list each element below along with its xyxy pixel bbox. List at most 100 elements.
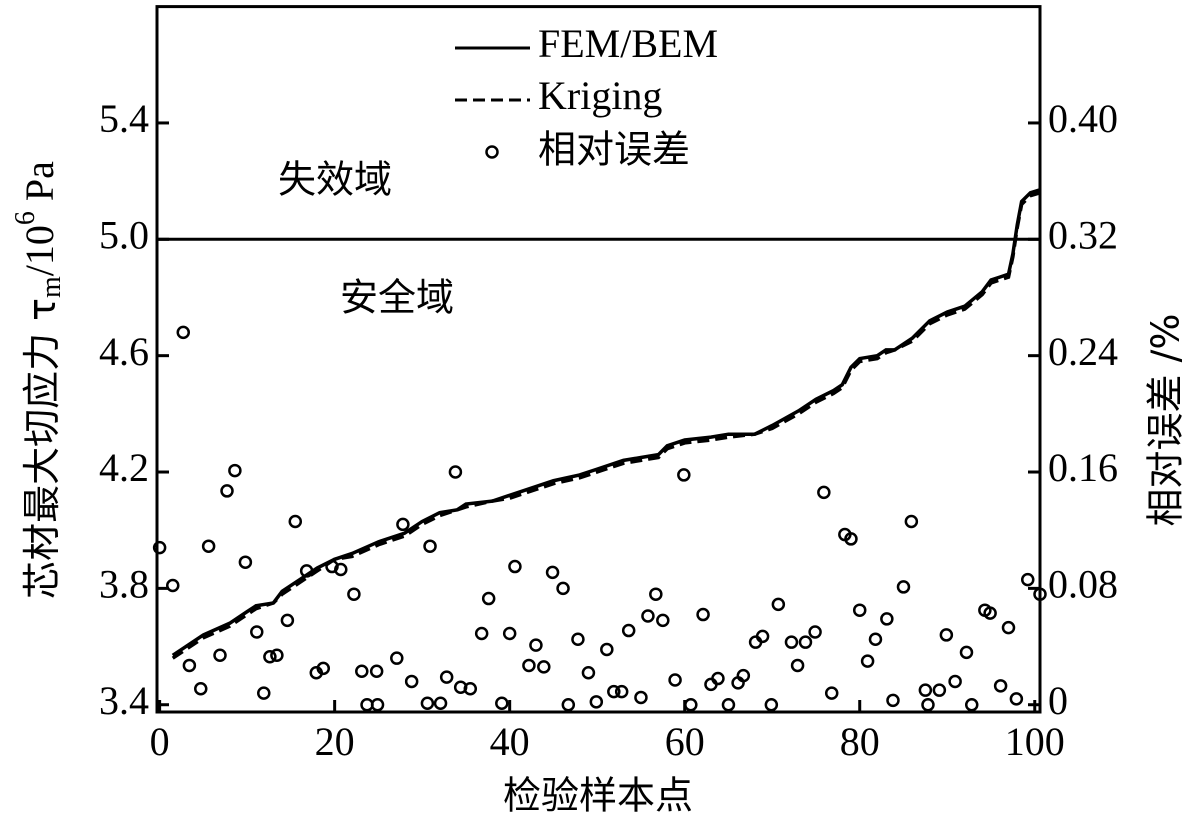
- y-tick-label: 3.4: [99, 678, 149, 723]
- scatter-point: [634, 690, 648, 705]
- scatter-point: [396, 517, 410, 532]
- scatter-point: [288, 514, 303, 529]
- x-tick-label: 60: [665, 719, 705, 764]
- scatter-point: [656, 613, 670, 628]
- scatter-point: [502, 626, 517, 641]
- scatter-point: [257, 686, 271, 700]
- scatter-point: [529, 638, 543, 652]
- scatter-point: [463, 681, 478, 696]
- scatter-point: [220, 484, 234, 498]
- scatter-point: [764, 697, 779, 712]
- y2-tick-label: 0.16: [1048, 445, 1118, 490]
- x-tick-label: 80: [840, 719, 880, 764]
- scatter-point: [433, 696, 448, 711]
- scatter-point: [1009, 692, 1024, 706]
- x-tick-label: 40: [490, 719, 530, 764]
- series-line: [171, 191, 1041, 660]
- scatter-point: [581, 665, 596, 680]
- scatter-point: [270, 648, 284, 663]
- scatter-point: [948, 674, 962, 689]
- scatter-point: [152, 540, 167, 555]
- y2-axis-label: 相对误差 /%: [1144, 314, 1188, 527]
- scatter-point: [439, 670, 454, 684]
- scatter-point: [614, 684, 629, 699]
- scatter-point: [545, 565, 560, 580]
- scatter-point: [316, 661, 331, 676]
- scatter-point: [589, 695, 604, 709]
- y-axis-label-part: 芯材最大切应力 τ: [20, 298, 64, 599]
- scatter-point: [736, 668, 751, 683]
- scatter-point: [918, 683, 933, 697]
- scatter-point: [824, 686, 839, 700]
- scatter-point: [369, 664, 384, 679]
- legend-marker: [485, 145, 499, 159]
- x-tick-label: 20: [315, 719, 355, 764]
- y-axis-label-part: 6: [10, 211, 41, 225]
- scatter-point: [280, 613, 295, 628]
- scatter-point: [852, 603, 867, 617]
- scatter-point: [790, 658, 805, 673]
- scatter-point: [571, 632, 585, 647]
- scatter-point: [404, 674, 419, 689]
- scatter-point: [868, 632, 883, 647]
- scatter-point: [755, 629, 770, 644]
- scatter-point: [880, 612, 894, 626]
- scatter-point: [495, 696, 509, 711]
- scatter-point: [561, 697, 576, 712]
- legend-label: Kriging: [538, 73, 662, 118]
- scatter-point: [817, 485, 831, 500]
- y-tick-label: 4.6: [99, 329, 149, 374]
- y-tick-label: 3.8: [99, 562, 149, 607]
- scatter-point: [784, 635, 799, 649]
- annotation: 失效域: [278, 158, 392, 202]
- scatter-point: [213, 648, 227, 663]
- scatter-point: [844, 532, 858, 546]
- scatter-point: [448, 465, 463, 479]
- scatter-point: [896, 580, 911, 594]
- y2-tick-label: 0.24: [1048, 329, 1118, 374]
- scatter-point: [355, 664, 369, 679]
- y-tick-label: 5.0: [99, 212, 149, 257]
- scatter-point: [228, 463, 242, 478]
- x-tick-label: 0: [150, 719, 170, 764]
- scatter-point: [1001, 620, 1016, 635]
- scatter-point: [166, 578, 180, 593]
- scatter-point: [390, 651, 404, 665]
- scatter-point: [959, 645, 974, 660]
- plot-frame: [155, 5, 1042, 714]
- scatter-point: [964, 697, 979, 712]
- scatter-point: [263, 649, 277, 664]
- scatter-point: [522, 658, 536, 673]
- scatter-point: [649, 587, 663, 601]
- scatter-point: [481, 591, 496, 606]
- scatter-point: [711, 671, 725, 686]
- scatter-point: [721, 697, 736, 712]
- y-axis-label: 芯材最大切应力 τm/106 Pa: [10, 161, 67, 599]
- y2-tick-label: 0.32: [1048, 212, 1118, 257]
- scatter-point: [1020, 572, 1035, 587]
- y-tick-label: 5.4: [99, 96, 149, 141]
- scatter-point: [677, 468, 691, 482]
- y-axis-label-part: Pa: [17, 161, 62, 211]
- scatter-point: [556, 581, 570, 596]
- y2-tick-label: 0: [1048, 678, 1068, 723]
- scatter-point: [607, 684, 621, 699]
- scatter-point: [420, 696, 435, 711]
- scatter-point: [508, 559, 522, 574]
- y2-tick-label: 0.08: [1048, 562, 1118, 607]
- scatter-point: [176, 325, 191, 340]
- scatter-point: [696, 607, 710, 622]
- scatter-point: [299, 564, 314, 578]
- scatter-point: [641, 609, 655, 623]
- scatter-point: [983, 606, 997, 620]
- scatter-point: [347, 587, 361, 601]
- scatter-point: [334, 562, 348, 577]
- scatter-point: [771, 597, 786, 612]
- scatter-point: [238, 555, 253, 569]
- scatter-point: [932, 683, 947, 697]
- scatter-point: [621, 623, 636, 638]
- series-line: [171, 188, 1041, 657]
- x-tick-label: 100: [1005, 719, 1065, 764]
- y-axis-label-part: m: [36, 276, 67, 298]
